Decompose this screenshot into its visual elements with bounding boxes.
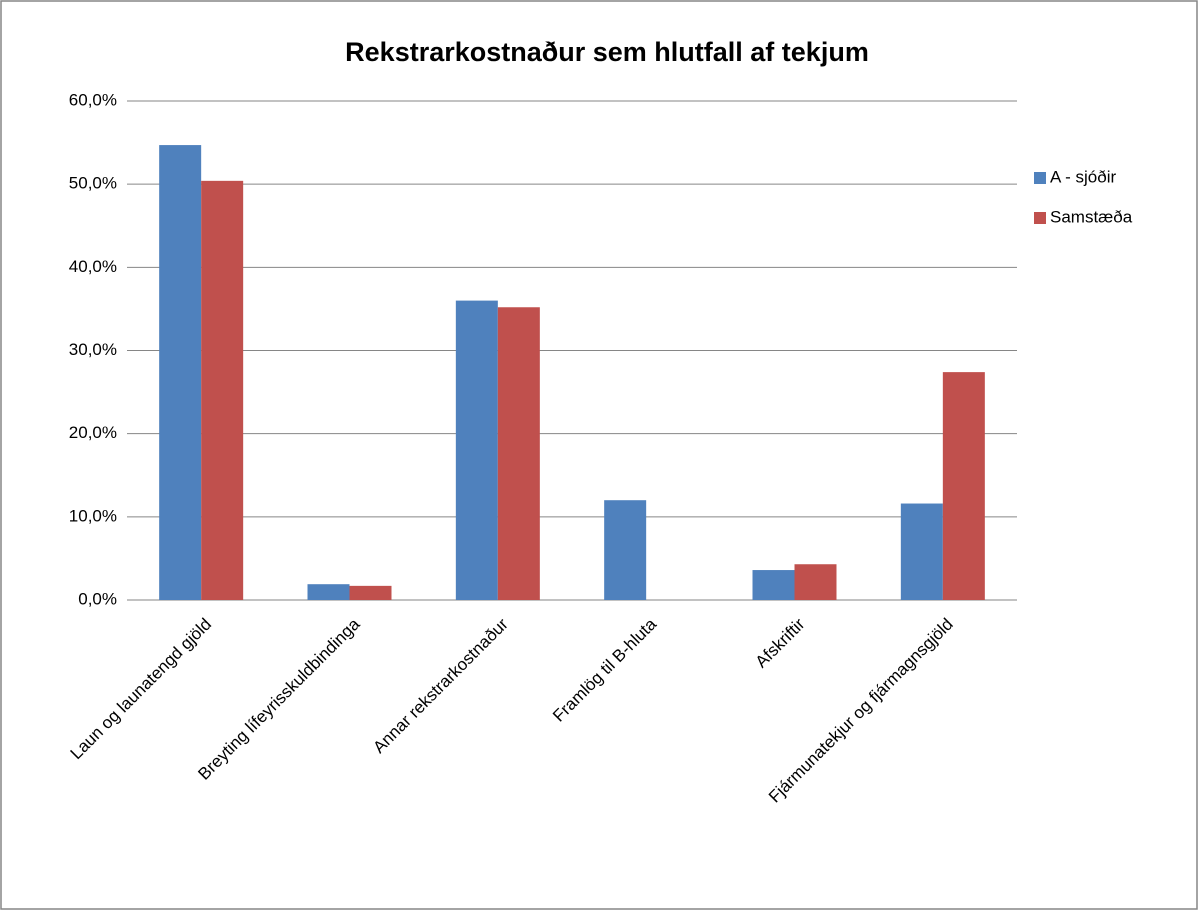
bar (455, 300, 498, 600)
bar (942, 372, 985, 600)
chart-title: Rekstrarkostnaður sem hlutfall af tekjum (345, 37, 869, 67)
bar (604, 500, 647, 600)
y-tick-label: 20,0% (69, 423, 117, 442)
bar (201, 180, 244, 600)
y-tick-label: 10,0% (69, 506, 117, 525)
legend-swatch (1034, 212, 1046, 224)
legend-label: Samstæða (1050, 207, 1133, 226)
bar (307, 584, 350, 600)
y-tick-label: 0,0% (78, 589, 117, 608)
y-tick-label: 40,0% (69, 257, 117, 276)
y-tick-label: 60,0% (69, 90, 117, 109)
bar (900, 503, 943, 600)
bar (349, 585, 392, 600)
bar (752, 570, 795, 600)
bar (794, 564, 837, 600)
y-tick-label: 50,0% (69, 174, 117, 193)
bar (159, 145, 202, 600)
legend-label: A - sjóðir (1050, 167, 1116, 186)
legend-swatch (1034, 172, 1046, 184)
y-tick-label: 30,0% (69, 340, 117, 359)
bar (497, 307, 540, 600)
